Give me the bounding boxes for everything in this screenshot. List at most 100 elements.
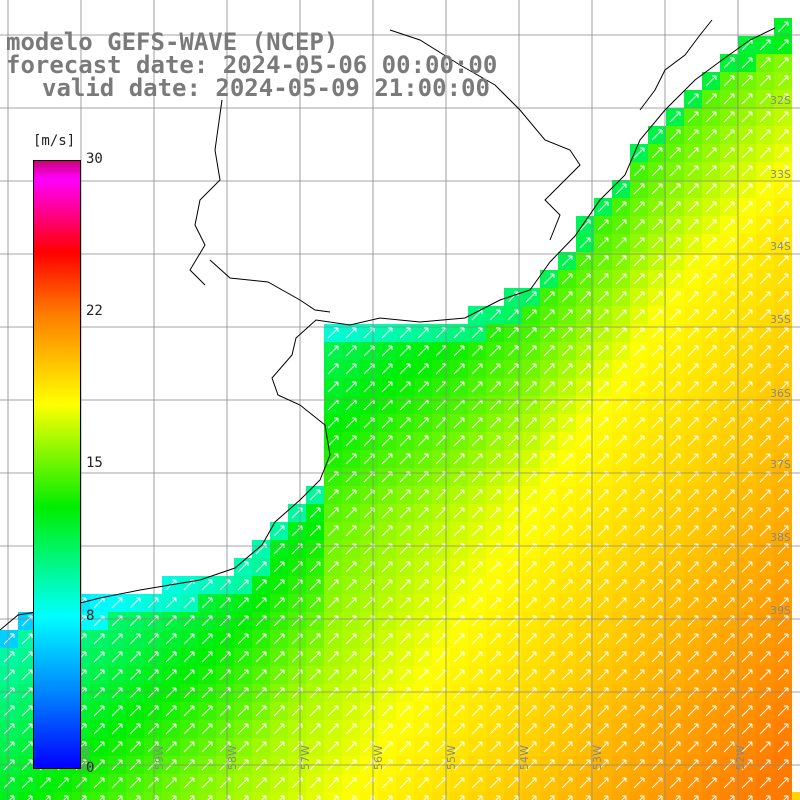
wind-arrow (633, 525, 645, 537)
wind-arrow (399, 489, 411, 501)
wind-arrow (633, 579, 645, 591)
wind-arrow (597, 723, 609, 735)
wind-cell (0, 792, 18, 800)
wind-arrow (417, 417, 429, 429)
wind-arrow (741, 597, 753, 609)
wind-arrow (381, 597, 393, 609)
wind-arrow (633, 489, 645, 501)
wind-arrow (597, 381, 609, 393)
wind-cell (558, 792, 576, 800)
wind-arrow (759, 309, 771, 321)
wind-arrow (615, 201, 627, 213)
wind-arrow (507, 417, 519, 429)
wind-arrow (633, 255, 645, 267)
wind-arrow (759, 633, 771, 645)
wind-arrow (333, 795, 339, 800)
wind-arrow (459, 795, 465, 800)
lat-label: 36S (770, 387, 791, 400)
wind-arrow (21, 669, 33, 681)
wind-arrow (543, 507, 555, 519)
wind-arrow (381, 687, 393, 699)
wind-arrow (561, 687, 573, 699)
coastline (0, 19, 776, 631)
wind-arrow (741, 129, 753, 141)
wind-arrow (381, 705, 393, 717)
wind-arrow (525, 345, 537, 357)
wind-cell (198, 792, 216, 800)
wind-arrow (417, 363, 429, 375)
lon-label: 59W (153, 745, 166, 770)
wind-arrow (201, 597, 213, 609)
wind-arrow (705, 507, 717, 519)
wind-arrow (759, 741, 771, 753)
wind-arrow (615, 705, 627, 717)
wind-arrow (777, 75, 789, 87)
wind-arrow (759, 345, 771, 357)
wind-arrow (399, 453, 411, 465)
wind-arrow (693, 795, 699, 800)
wind-arrow (561, 489, 573, 501)
wind-arrow (255, 597, 267, 609)
wind-arrow (183, 741, 195, 753)
wind-arrow (651, 219, 663, 231)
colorbar-tick: 8 (86, 608, 95, 624)
wind-arrow (705, 633, 717, 645)
wind-arrow (543, 291, 555, 303)
wind-arrow (453, 489, 465, 501)
wind-arrow (507, 327, 519, 339)
wind-arrow (471, 345, 483, 357)
wind-arrow (723, 363, 735, 375)
wind-arrow (489, 507, 501, 519)
wind-arrow (207, 795, 213, 800)
wind-arrow (597, 687, 609, 699)
wind-arrow (723, 651, 735, 663)
valid-date: valid date: 2024-05-09 21:00:00 (42, 74, 490, 102)
wind-cell (468, 792, 486, 800)
wind-arrow (423, 795, 429, 800)
wind-arrow (633, 597, 645, 609)
wind-arrow (633, 723, 645, 735)
wind-arrow (777, 237, 789, 249)
wind-arrow (417, 435, 429, 447)
wind-arrow (489, 669, 501, 681)
wind-arrow (633, 219, 645, 231)
wind-arrow (543, 273, 555, 285)
wind-arrow (669, 453, 681, 465)
wind-arrow (687, 237, 699, 249)
wind-arrow (705, 309, 717, 321)
wind-arrow (471, 561, 483, 573)
wind-arrow (723, 489, 735, 501)
wind-arrow (471, 435, 483, 447)
wind-arrow (525, 327, 537, 339)
wind-arrow (327, 651, 339, 663)
wind-arrow (525, 687, 537, 699)
wind-arrow (453, 687, 465, 699)
wind-cell (594, 792, 612, 800)
wind-arrow (309, 579, 321, 591)
wind-arrow (453, 597, 465, 609)
wind-arrow (417, 507, 429, 519)
wind-cell (612, 792, 630, 800)
wind-arrow (651, 273, 663, 285)
wind-arrow (525, 723, 537, 735)
wind-arrow (669, 723, 681, 735)
wind-arrow (489, 777, 501, 789)
wind-arrow (93, 669, 105, 681)
wind-arrow (309, 525, 321, 537)
wind-arrow (327, 705, 339, 717)
wind-arrow (615, 489, 627, 501)
wind-arrow (615, 651, 627, 663)
wind-arrow (489, 435, 501, 447)
wind-arrow (471, 363, 483, 375)
wind-arrow (615, 579, 627, 591)
wind-arrow (777, 489, 789, 501)
wind-arrow (669, 705, 681, 717)
wind-arrow (489, 327, 501, 339)
wind-arrow (759, 147, 771, 159)
wind-arrow (777, 93, 789, 105)
wind-arrow (705, 129, 717, 141)
wind-arrow (633, 705, 645, 717)
wind-arrow (597, 237, 609, 249)
wind-arrow (633, 669, 645, 681)
wind-arrow (543, 327, 555, 339)
